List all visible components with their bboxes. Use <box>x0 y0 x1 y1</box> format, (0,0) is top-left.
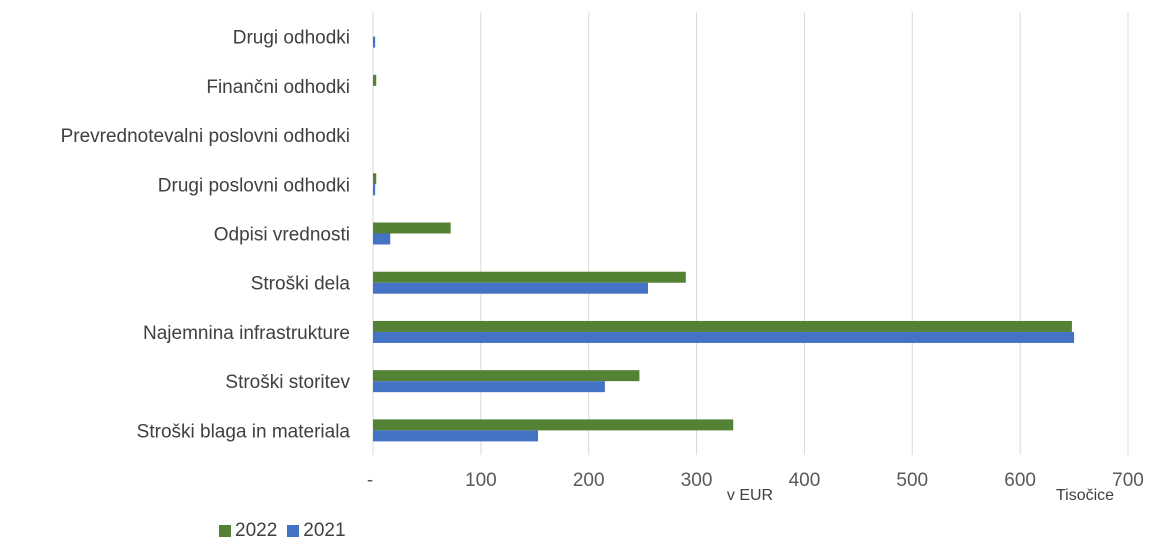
category-label: Drugi odhodki <box>233 28 350 49</box>
bar-2021 <box>373 184 376 196</box>
bar-2022 <box>373 173 377 185</box>
x-tick-label: - <box>367 470 373 491</box>
category-label: Stroški blaga in materiala <box>137 421 351 442</box>
bar-2022 <box>373 74 377 86</box>
category-label: Najemnina infrastrukture <box>143 323 350 344</box>
legend-swatch-2021 <box>287 525 300 537</box>
category-label: Odpisi vrednosti <box>214 225 350 246</box>
unit-label: Tisočice <box>1056 487 1114 504</box>
legend-item-2021: 2021 <box>287 520 346 542</box>
x-tick-label: 700 <box>1112 470 1144 491</box>
legend-item-2022: 2022 <box>219 520 277 542</box>
legend-label-2022: 2022 <box>235 520 278 541</box>
x-tick-label: 300 <box>681 470 713 491</box>
bar-2021 <box>373 36 376 48</box>
bar-2022 <box>373 419 734 431</box>
category-label: Drugi poslovni odhodki <box>158 175 350 196</box>
gridlines <box>372 12 1129 455</box>
legend: 2022 2021 <box>219 520 356 542</box>
bar-2021 <box>373 331 1075 343</box>
bar-2022 <box>373 271 686 283</box>
bar-2021 <box>373 233 391 245</box>
category-label: Stroški dela <box>251 274 351 295</box>
x-tick-label: 100 <box>465 470 497 491</box>
x-tick-label: 600 <box>1004 470 1036 491</box>
legend-swatch-2022 <box>219 525 231 537</box>
x-tick-labels: - 100 200 300 400 500 600 700 <box>367 470 1144 491</box>
legend-label-2021: 2021 <box>303 520 346 541</box>
x-tick-label: 200 <box>573 470 605 491</box>
bar-2021 <box>373 282 649 294</box>
bar-2022 <box>373 222 451 234</box>
x-tick-label: 500 <box>896 470 928 491</box>
bar-2022 <box>373 370 640 382</box>
category-label: Stroški storitev <box>225 372 350 393</box>
x-tick-label: 400 <box>789 470 821 491</box>
bar-2021 <box>373 381 605 393</box>
category-label: Finančni odhodki <box>206 77 350 98</box>
category-labels: Drugi odhodki Finančni odhodki Prevrednote… <box>61 28 351 443</box>
bars <box>373 36 1075 442</box>
x-axis-label: v EUR <box>727 487 773 504</box>
bar-2021 <box>373 430 539 442</box>
category-label: Prevrednotevalni poslovni odhodki <box>61 126 350 147</box>
bar-2022 <box>373 320 1072 332</box>
